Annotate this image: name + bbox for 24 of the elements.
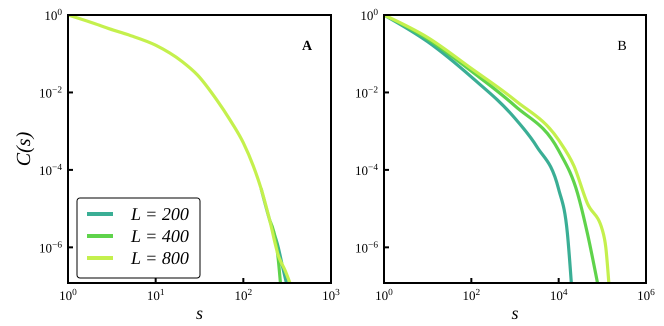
x-tick-label: 10$^{2}$ [462, 288, 480, 303]
y-tick-label: 10$^{−4}$ [39, 162, 62, 178]
x-axis-title: s [196, 303, 204, 323]
legend-label: L = 400 [130, 226, 189, 246]
y-axis-title: C(s) [13, 131, 35, 166]
y-tick-label: 10$^{−2}$ [39, 85, 62, 100]
y-tick-label: 10$^{−4}$ [355, 162, 378, 178]
y-tick-label: 10$^{−6}$ [355, 240, 378, 256]
y-tick-label: 10$^{0}$ [44, 8, 62, 23]
annotation: A [302, 39, 313, 54]
x-tick-label: 10$^{0}$ [375, 288, 394, 303]
x-axis-title: s [511, 303, 519, 323]
x-tick-label: 10$^{1}$ [146, 288, 165, 303]
annotation: B [617, 39, 627, 54]
x-tick-label: 10$^{2}$ [234, 288, 252, 303]
x-tick-label: 10$^{0}$ [59, 288, 78, 303]
y-tick-label: 10$^{−2}$ [355, 85, 378, 100]
y-tick-label: 10$^{−6}$ [39, 240, 62, 256]
y-tick-label: 10$^{0}$ [360, 8, 378, 23]
legend-label: L = 800 [130, 248, 189, 268]
legend-label: L = 200 [130, 204, 189, 224]
x-tick-label: 10$^{3}$ [322, 288, 340, 303]
x-tick-label: 10$^{6}$ [637, 288, 656, 303]
x-tick-label: 10$^{4}$ [550, 288, 568, 303]
